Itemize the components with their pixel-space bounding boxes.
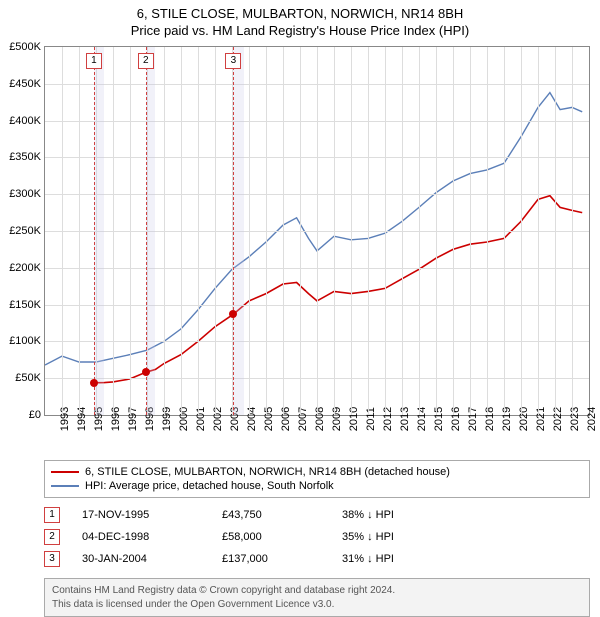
event-row: 3 30-JAN-2004£137,00031% ↓ HPI [44,548,590,570]
event-dot [90,379,98,387]
event-row: 2 04-DEC-1998£58,00035% ↓ HPI [44,526,590,548]
y-axis-label: £100K [9,335,41,347]
y-axis-label: £500K [9,41,41,53]
title-line1: 6, STILE CLOSE, MULBARTON, NORWICH, NR14… [0,6,600,21]
title-line2: Price paid vs. HM Land Registry's House … [0,23,600,38]
y-axis-label: £450K [9,78,41,90]
event-marker: 2 [138,53,154,69]
legend-item: HPI: Average price, detached house, Sout… [51,479,583,493]
event-index-box: 3 [44,551,60,567]
series-hpi [45,93,582,365]
footer-attribution: Contains HM Land Registry data © Crown c… [44,578,590,617]
y-axis-label: £400K [9,115,41,127]
legend-label: 6, STILE CLOSE, MULBARTON, NORWICH, NR14… [85,466,450,478]
chart-container: 6, STILE CLOSE, MULBARTON, NORWICH, NR14… [0,0,600,617]
legend-swatch [51,471,79,473]
event-delta: 31% ↓ HPI [342,553,394,565]
footer-line2: This data is licensed under the Open Gov… [52,598,582,612]
event-price: £43,750 [222,509,342,521]
y-axis-label: £200K [9,262,41,274]
title-block: 6, STILE CLOSE, MULBARTON, NORWICH, NR14… [0,0,600,42]
event-delta: 35% ↓ HPI [342,531,394,543]
event-date: 04-DEC-1998 [82,531,222,543]
y-axis-label: £350K [9,151,41,163]
events-table: 1 17-NOV-1995£43,75038% ↓ HPI 2 04-DEC-1998… [44,504,590,570]
legend: 6, STILE CLOSE, MULBARTON, NORWICH, NR14… [44,460,590,498]
y-axis-label: £50K [15,372,41,384]
event-marker: 3 [225,53,241,69]
legend-swatch [51,485,79,487]
legend-label: HPI: Average price, detached house, Sout… [85,480,334,492]
event-index-box: 2 [44,529,60,545]
event-dot [229,310,237,318]
y-axis-label: £300K [9,188,41,200]
event-dot [142,368,150,376]
event-date: 17-NOV-1995 [82,509,222,521]
footer-line1: Contains HM Land Registry data © Crown c… [52,584,582,598]
event-delta: 38% ↓ HPI [342,509,394,521]
legend-item: 6, STILE CLOSE, MULBARTON, NORWICH, NR14… [51,465,583,479]
event-price: £137,000 [222,553,342,565]
x-axis-label: 2025 [589,407,600,431]
y-axis-label: £150K [9,299,41,311]
event-row: 1 17-NOV-1995£43,75038% ↓ HPI [44,504,590,526]
event-index-box: 1 [44,507,60,523]
event-marker: 1 [86,53,102,69]
y-axis-label: £0 [29,409,41,421]
event-price: £58,000 [222,531,342,543]
chart-plot-area: £0£50K£100K£150K£200K£250K£300K£350K£400… [44,46,590,416]
event-date: 30-JAN-2004 [82,553,222,565]
series-price_paid [94,196,582,383]
y-axis-label: £250K [9,225,41,237]
